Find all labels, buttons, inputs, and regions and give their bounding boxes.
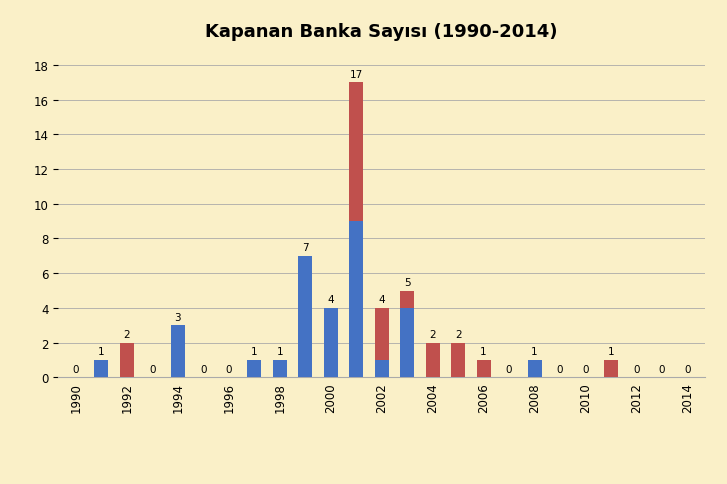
Text: 2: 2 bbox=[124, 330, 130, 339]
Bar bbox=[324, 308, 338, 378]
Text: 4: 4 bbox=[378, 295, 385, 305]
Text: 17: 17 bbox=[350, 70, 363, 79]
Text: 0: 0 bbox=[659, 364, 665, 374]
Text: 1: 1 bbox=[251, 347, 257, 357]
Text: 7: 7 bbox=[302, 243, 308, 253]
Bar bbox=[451, 343, 465, 378]
Bar bbox=[400, 291, 414, 308]
Bar bbox=[95, 360, 108, 378]
Text: 0: 0 bbox=[225, 364, 232, 374]
Bar bbox=[425, 343, 440, 378]
Title: Kapanan Banka Sayısı (1990-2014): Kapanan Banka Sayısı (1990-2014) bbox=[206, 23, 558, 41]
Text: 1: 1 bbox=[481, 347, 487, 357]
Text: 0: 0 bbox=[557, 364, 563, 374]
Bar bbox=[247, 360, 261, 378]
Bar bbox=[120, 343, 134, 378]
Text: 1: 1 bbox=[276, 347, 283, 357]
Bar bbox=[374, 360, 389, 378]
Bar bbox=[171, 326, 185, 378]
Text: 4: 4 bbox=[327, 295, 334, 305]
Text: 3: 3 bbox=[174, 312, 181, 322]
Bar bbox=[604, 360, 618, 378]
Bar bbox=[273, 360, 286, 378]
Bar bbox=[400, 308, 414, 378]
Bar bbox=[298, 256, 313, 378]
Text: 1: 1 bbox=[608, 347, 614, 357]
Text: 0: 0 bbox=[633, 364, 640, 374]
Text: 0: 0 bbox=[200, 364, 206, 374]
Bar bbox=[349, 222, 364, 378]
Bar bbox=[349, 83, 364, 222]
Text: 2: 2 bbox=[455, 330, 462, 339]
Bar bbox=[528, 360, 542, 378]
Text: 0: 0 bbox=[73, 364, 79, 374]
Bar bbox=[477, 360, 491, 378]
Bar bbox=[374, 308, 389, 360]
Text: 0: 0 bbox=[506, 364, 513, 374]
Text: 0: 0 bbox=[684, 364, 691, 374]
Text: 0: 0 bbox=[149, 364, 156, 374]
Text: 5: 5 bbox=[403, 277, 411, 287]
Text: 0: 0 bbox=[582, 364, 589, 374]
Text: 1: 1 bbox=[98, 347, 105, 357]
Text: 1: 1 bbox=[531, 347, 538, 357]
Text: 2: 2 bbox=[430, 330, 436, 339]
